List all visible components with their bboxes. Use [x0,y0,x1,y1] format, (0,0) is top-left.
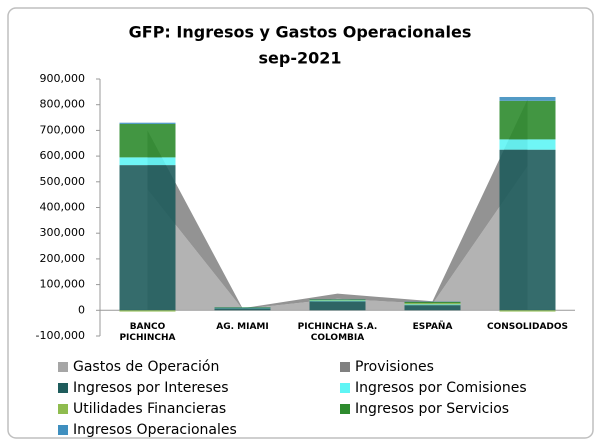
y-tick-label: 900,000 [40,72,86,85]
legend-label: Provisiones [355,359,434,375]
bar-segment [309,299,366,301]
legend-swatch [58,425,68,435]
bar-segment [309,300,366,301]
bar-segment [404,301,461,304]
bar-segment [499,100,556,140]
bar-segment [404,304,461,306]
legend-label: Ingresos Operacionales [73,422,237,438]
x-tick-label: CONSOLIDADOS [486,322,569,332]
bar-segment [499,96,556,101]
bar-segment [119,310,176,312]
x-tick-label: BANCO PICHINCHA [119,322,176,343]
legend-label: Gastos de Operación [73,359,219,375]
bar-segment [499,149,556,311]
legend-swatch [58,362,68,372]
bar-segment [404,303,461,305]
legend-swatch [340,404,350,414]
legend-swatch [340,383,350,393]
bar-segment [309,300,366,302]
bar-segment [309,301,366,311]
chart-title: GFP: Ingresos y Gastos Operacionales [129,23,472,42]
legend-swatch [58,383,68,393]
legend-label: Utilidades Financieras [73,401,226,417]
x-tick-label: ESPAÑA [412,322,453,332]
bar-segment [499,139,556,150]
x-tick-label: PICHINCHA S.A. COLOMBIA [297,322,378,343]
bar-segment [119,122,176,124]
bar-segment [119,157,176,166]
y-tick-label: 600,000 [40,149,86,162]
y-tick-label: 500,000 [40,175,86,188]
legend-label: Ingresos por Comisiones [355,380,527,396]
area [147,166,528,311]
bar-segment [404,305,461,311]
y-tick-label: 100,000 [40,278,86,291]
y-tick-label: 0 [78,303,85,316]
bar-segment [499,310,556,312]
bar-segment [119,123,176,158]
legend-label: Ingresos por Intereses [73,380,229,396]
y-tick-label: 300,000 [40,226,86,239]
chart-frame [7,7,594,439]
legend-swatch [58,404,68,414]
legend-label: Ingresos por Servicios [355,401,509,417]
y-tick-label: 200,000 [40,252,86,265]
legend-swatch [340,362,350,372]
y-tick-label: -100,000 [36,329,85,342]
y-tick-label: 800,000 [40,98,86,111]
bar-segment [119,165,176,311]
chart-subtitle: sep-2021 [259,49,342,68]
bar-segment [214,308,271,311]
x-tick-label: AG. MIAMI [216,322,269,332]
y-tick-label: 700,000 [40,123,86,136]
bar-segment [214,307,271,308]
y-tick-label: 400,000 [40,201,86,214]
